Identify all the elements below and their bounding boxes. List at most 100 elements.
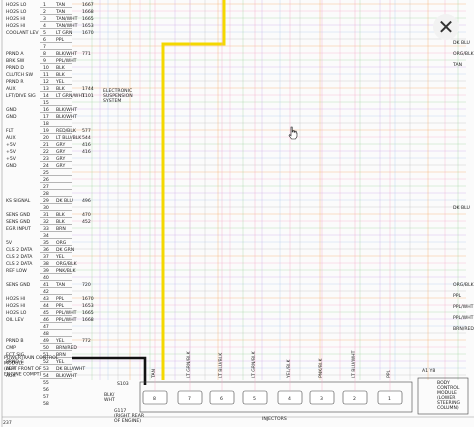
injector-wire-label: TAN bbox=[151, 369, 157, 379]
signal-label: HO2S LO bbox=[6, 9, 27, 15]
close-button[interactable]: ✕ bbox=[433, 14, 459, 40]
pin-number: 16 bbox=[43, 107, 49, 113]
wire-color-label: TAN bbox=[55, 282, 65, 288]
injector-wire-label: YEL/BLK bbox=[286, 358, 292, 379]
signal-label: CLS 2 DATA bbox=[6, 261, 33, 267]
wire-color-label: BLK/WHT bbox=[56, 373, 77, 379]
signal-label: EGR INPUT bbox=[6, 226, 31, 232]
injector-wire-label: LT GRN/BLK bbox=[186, 350, 192, 378]
signal-label: CLUTCH SW bbox=[6, 72, 33, 78]
circuit-number: 1668 bbox=[82, 9, 94, 15]
circuit-number: 1101 bbox=[82, 93, 94, 99]
wire-color-label: TAN bbox=[55, 9, 65, 15]
pin-number: 22 bbox=[43, 149, 49, 155]
signal-label: GND bbox=[6, 114, 17, 120]
signal-label: FLT bbox=[6, 128, 14, 134]
pin-number: 46 bbox=[43, 317, 49, 323]
wire-color-label: BRN bbox=[56, 226, 66, 232]
signal-label: PRND A bbox=[6, 51, 24, 57]
circuit-number: 470 bbox=[82, 212, 91, 218]
bcm-label-line: MODULE bbox=[437, 390, 457, 396]
injector-wire-label: LT BLU/WHT bbox=[351, 350, 357, 378]
signal-label: GND bbox=[6, 163, 17, 169]
ground-wire-label-b: WHT bbox=[104, 397, 115, 403]
pcm-label-line: MODULE bbox=[4, 361, 24, 367]
pin-number: 19 bbox=[43, 128, 49, 134]
wire-color-label: DK GRN bbox=[56, 247, 74, 253]
circuit-number: 1665 bbox=[82, 16, 94, 22]
signal-label: HO2S HI bbox=[6, 296, 25, 302]
right-wire-label: PPL bbox=[453, 293, 462, 299]
pin-number: 35 bbox=[43, 240, 49, 246]
signal-label: CLS 2 DATA bbox=[6, 254, 33, 260]
suspension-label-line: ELECTRONIC bbox=[103, 88, 132, 94]
signal-label: HO2S LO bbox=[6, 310, 27, 316]
pin-number: 32 bbox=[43, 219, 49, 225]
injectors-label: INJECTORS bbox=[262, 416, 287, 422]
signal-label: CMP bbox=[6, 345, 16, 351]
pin-number: 48 bbox=[43, 331, 49, 337]
bold-ground-wire bbox=[72, 356, 147, 385]
signal-label: ECT SIG bbox=[6, 352, 25, 358]
wire-color-label: ORG/BLK bbox=[56, 261, 78, 267]
right-wire-label: BRN/RED bbox=[453, 326, 474, 332]
signal-label: 5V bbox=[6, 240, 13, 246]
right-wire-label: DK BLU bbox=[453, 40, 470, 46]
figure-code: 237 bbox=[3, 420, 12, 426]
circuit-number: 1670 bbox=[82, 296, 94, 302]
signal-label: AUX bbox=[6, 373, 16, 379]
wire-color-label: TAN bbox=[55, 2, 65, 8]
circuit-number: 1668 bbox=[82, 317, 94, 323]
signal-label: SENS GND bbox=[6, 212, 31, 218]
circuit-number: 772 bbox=[82, 338, 91, 344]
wire-color-label: GRY bbox=[56, 156, 65, 162]
pin-number: 3 bbox=[43, 16, 46, 22]
pin-number: 27 bbox=[43, 184, 49, 190]
injector-number: 1 bbox=[388, 396, 391, 402]
pin-number: 43 bbox=[43, 296, 49, 302]
signal-label: PRND B bbox=[6, 338, 24, 344]
wire-color-label: ORG bbox=[56, 240, 67, 246]
wire-color-label: DK BLU bbox=[56, 198, 73, 204]
pin-number: 49 bbox=[43, 338, 49, 344]
pin-number: 7 bbox=[43, 44, 46, 50]
wire-color-label: LT GRN bbox=[56, 30, 72, 36]
suspension-label-line: SYSTEM bbox=[103, 98, 121, 104]
signal-label: LFT/DIVE SIG bbox=[6, 93, 36, 99]
signal-label: +5V bbox=[6, 149, 17, 155]
ground-label-line: G117 bbox=[114, 408, 126, 414]
pin-number: 41 bbox=[43, 282, 49, 288]
pin-number: 57 bbox=[43, 394, 49, 400]
pin-number: 11 bbox=[43, 72, 49, 78]
pin-number: 15 bbox=[43, 100, 49, 106]
bcm-label-line: BODY bbox=[437, 380, 450, 386]
pin-number: 2 bbox=[43, 9, 46, 15]
pcm-label-line: ENGINE COMPT) bbox=[4, 372, 41, 378]
signal-label: AUX bbox=[6, 86, 16, 92]
circuit-number: 1667 bbox=[82, 2, 94, 8]
signal-label: AUX bbox=[6, 366, 16, 372]
signal-label: SENS GND bbox=[6, 219, 31, 225]
close-icon[interactable]: ✕ bbox=[437, 15, 455, 39]
wire-color-label: GRY bbox=[56, 149, 65, 155]
pin-number: 20 bbox=[43, 135, 49, 141]
injector-wire-label: LT BLU/BLK bbox=[218, 352, 224, 378]
signal-label: COOLANT LEV bbox=[6, 30, 39, 36]
pin-number: 45 bbox=[43, 310, 49, 316]
wire-color-label: YEL bbox=[55, 359, 65, 365]
injector-number: 2 bbox=[353, 396, 356, 402]
pin-number: 10 bbox=[43, 65, 49, 71]
wire-color-label: LT BLU/BLK bbox=[56, 135, 82, 141]
pin-number: 26 bbox=[43, 177, 49, 183]
ground-wire-label-a: BLK/ bbox=[104, 392, 115, 398]
pin-number: 13 bbox=[43, 86, 49, 92]
pin-number: 25 bbox=[43, 170, 49, 176]
pcm-label-line: (LEFT FRONT OF bbox=[4, 366, 42, 372]
bcm-label-line: CONTROL bbox=[437, 385, 460, 391]
pin-number: 14 bbox=[43, 93, 49, 99]
circuit-number: 416 bbox=[82, 142, 91, 148]
wire-color-label: PPL/WHT bbox=[56, 310, 77, 316]
circuit-number: 1670 bbox=[82, 30, 94, 36]
highlighted-wire bbox=[161, 0, 226, 380]
pin-number: 12 bbox=[43, 79, 49, 85]
